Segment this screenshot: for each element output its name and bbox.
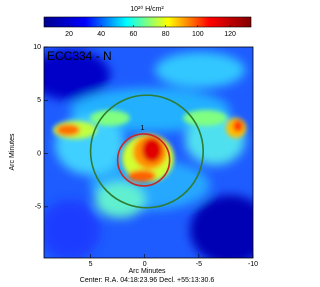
chart-title: ECC334 - N — [47, 49, 112, 63]
x-axis-label: Arc Minutes — [129, 268, 166, 275]
colorbar — [43, 16, 252, 28]
region-circle — [89, 94, 204, 209]
colorbar-tick-label: 120 — [224, 31, 236, 38]
chart: ECC334 - N 10²⁰ H/cm² Arc Minutes Arc Mi… — [9, 5, 258, 284]
y-axis-label: Arc Minutes — [9, 133, 16, 170]
x-tick-label: 5 — [89, 261, 93, 268]
x-tick-label: -10 — [248, 261, 258, 268]
x-tick-label: 0 — [143, 261, 147, 268]
colorbar-tick-label: 20 — [65, 31, 73, 38]
y-tick-label: 5 — [37, 97, 41, 104]
colorbar-tick-label: 40 — [97, 31, 105, 38]
column-density-map — [44, 47, 253, 258]
region-label: 1 — [141, 125, 145, 132]
colorbar-tick-label: 60 — [130, 31, 138, 38]
y-tick-label: 0 — [37, 150, 41, 157]
footer: Center: R.A. 04:18:23.96 Decl. +55:13:30… — [80, 277, 215, 284]
plot-frame — [43, 46, 254, 259]
x-tick-label: -5 — [196, 261, 202, 268]
y-tick-label: -5 — [35, 204, 41, 211]
colorbar-label: 10²⁰ H/cm² — [130, 5, 164, 13]
region-circle — [116, 133, 171, 187]
colorbar-tick-label: 100 — [192, 31, 204, 38]
y-tick-label: 10 — [33, 44, 41, 51]
colorbar-tick-label: 80 — [162, 31, 170, 38]
